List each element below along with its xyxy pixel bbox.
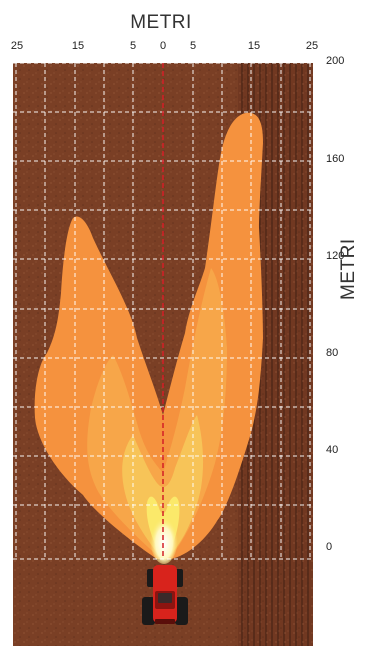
spray-plume-inner: [122, 415, 204, 557]
x-tick-5-left: 5: [129, 40, 137, 52]
y-tick-200: 200: [326, 55, 345, 67]
spray-pattern-field: [13, 63, 313, 646]
y-tick-0: 0: [326, 541, 333, 553]
y-tick-160: 160: [326, 153, 345, 165]
x-tick-0: 0: [159, 40, 167, 52]
y-axis-label: METRI: [338, 238, 359, 300]
x-tick-15-right: 15: [247, 40, 261, 52]
tractor-icon: [142, 565, 188, 625]
diagram-title: METRI: [130, 12, 192, 33]
x-tick-25-left: 25: [10, 40, 24, 52]
y-tick-40: 40: [326, 444, 339, 456]
y-tick-80: 80: [326, 347, 339, 359]
nozzle-glow: [150, 512, 178, 564]
x-tick-25-right: 25: [305, 40, 319, 52]
y-tick-120: 120: [326, 250, 345, 262]
x-tick-5-right: 5: [189, 40, 197, 52]
x-tick-15-left: 15: [71, 40, 85, 52]
